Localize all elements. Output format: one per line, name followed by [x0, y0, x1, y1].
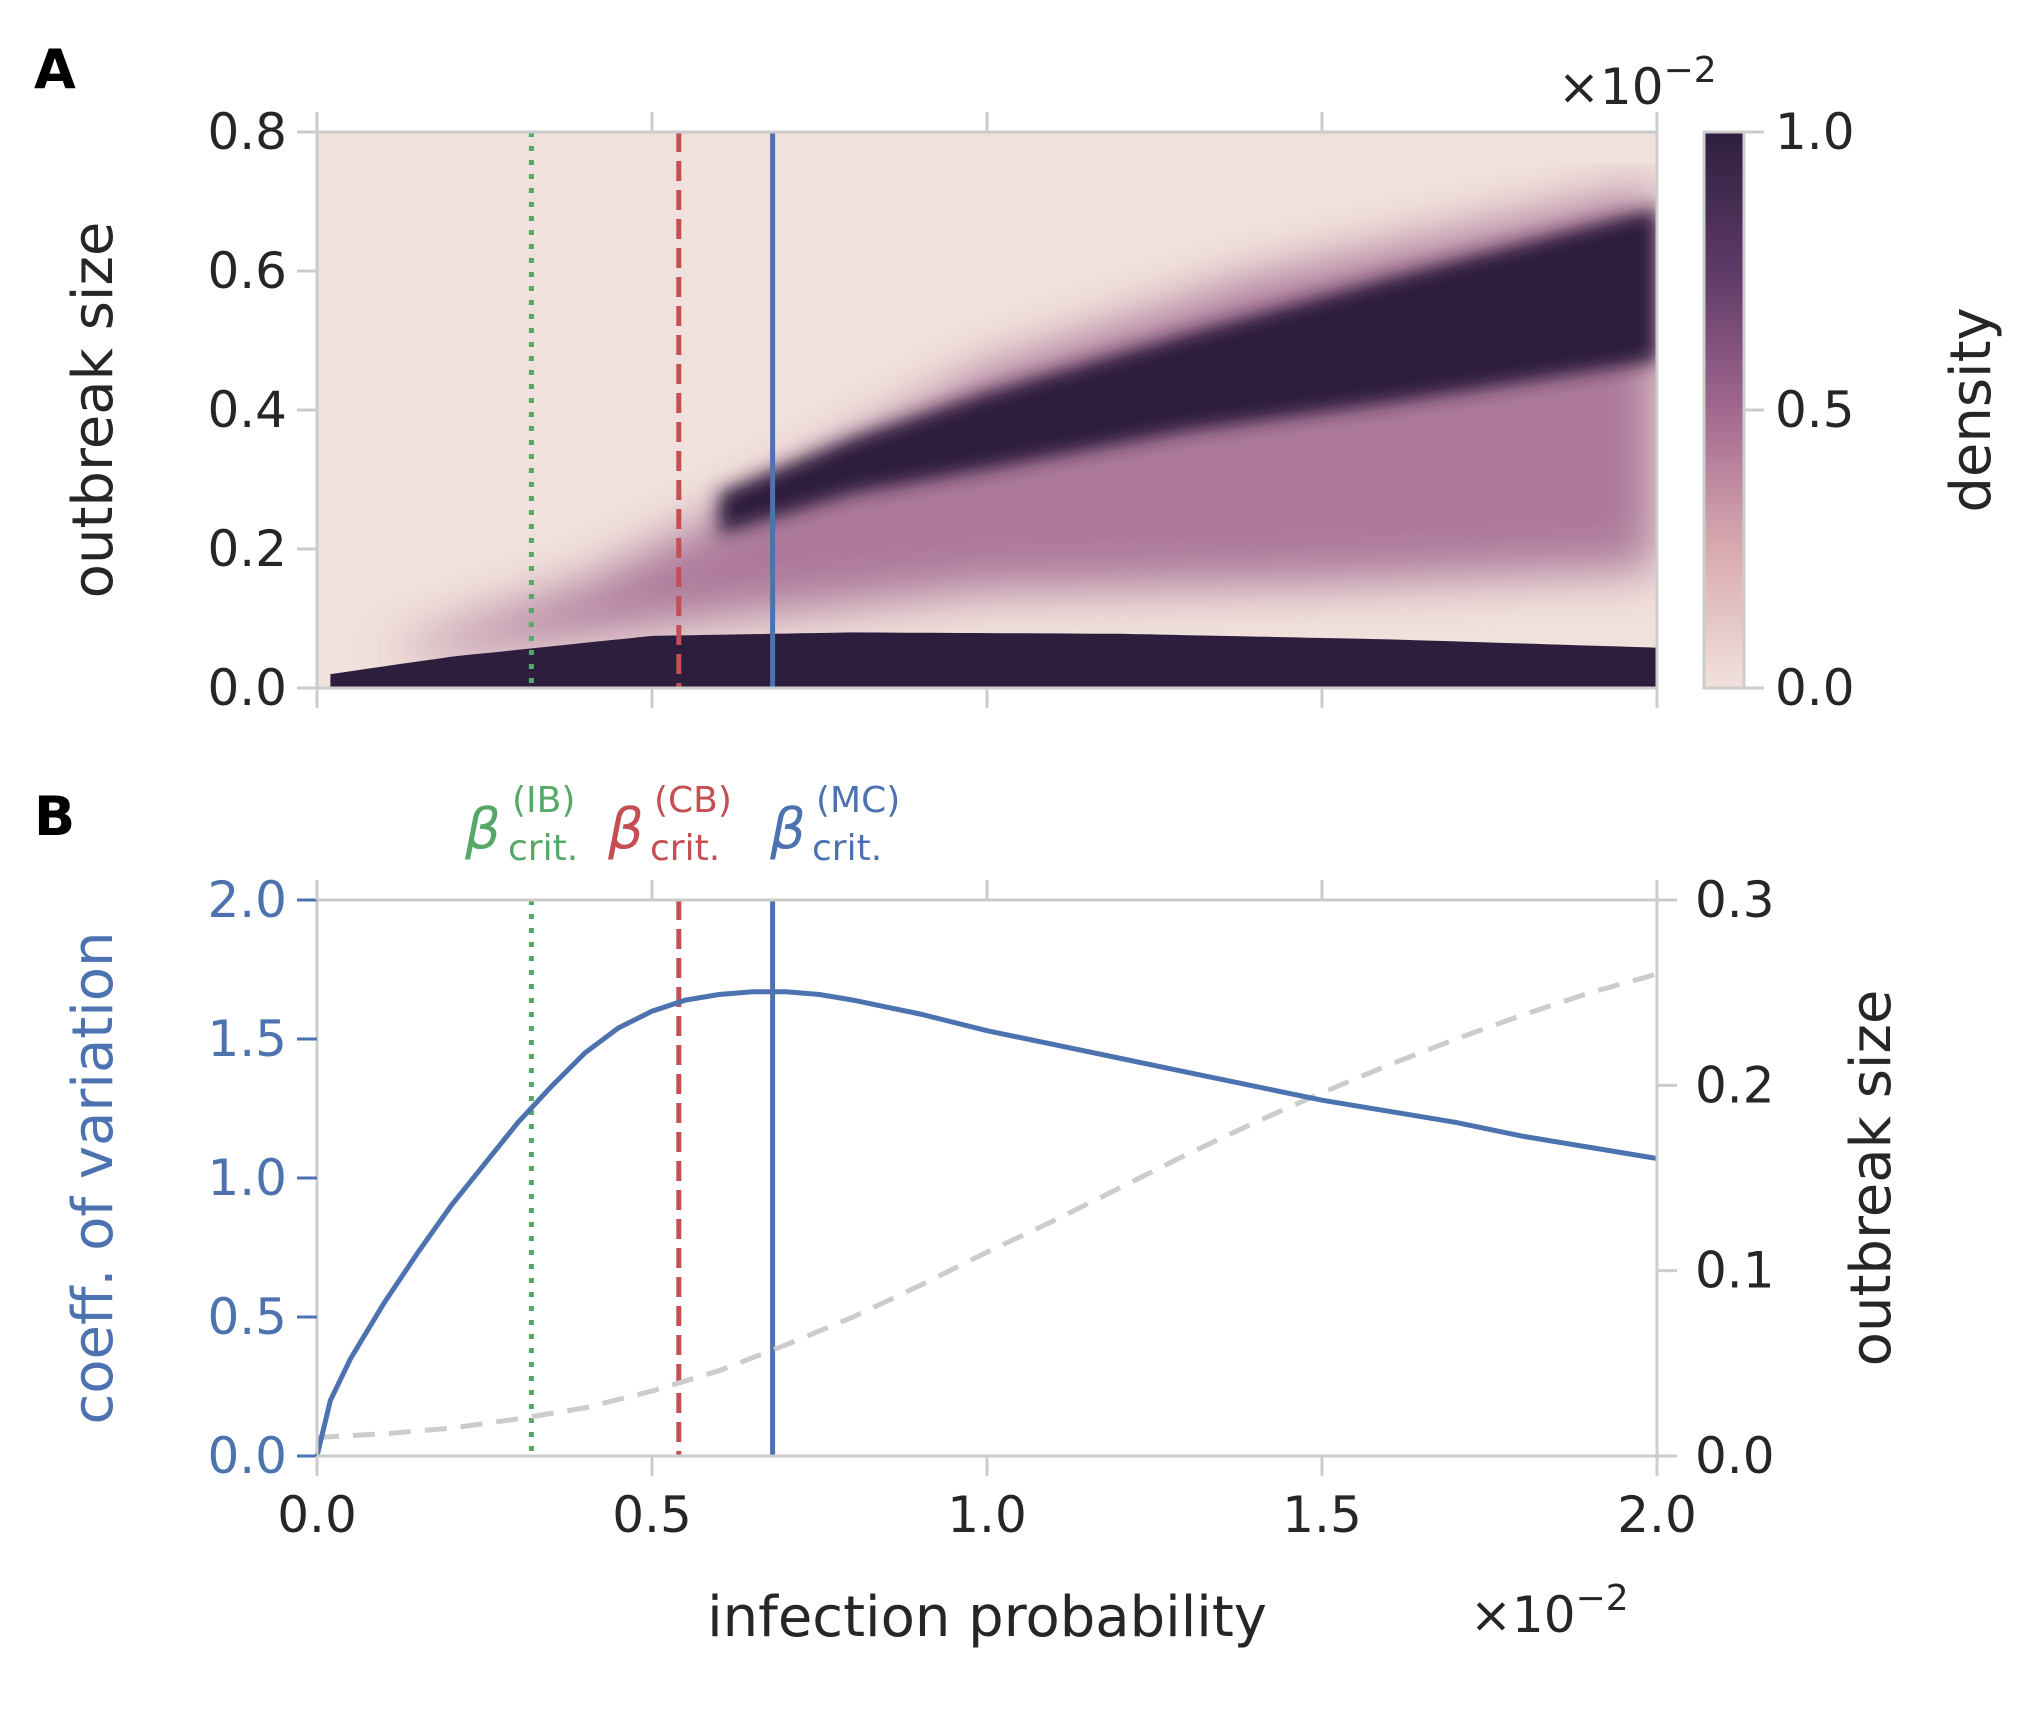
- panel-b-left-y-axis-label: coeff. of variation: [61, 931, 126, 1424]
- panel-b-offset-exponent: −2: [1576, 1578, 1629, 1619]
- colorbar-ticks: 0.0 0.5 1.0: [1744, 103, 1855, 717]
- beta-cb-subscript: crit.: [650, 828, 720, 869]
- panel-b-left-y-ticks: 0.0 0.5 1.0 1.5 2.0: [207, 871, 317, 1485]
- panel-b-x-ticks: 0.0 0.5 1.0 1.5 2.0: [277, 880, 1697, 1544]
- critical-beta-labels: β (IB) crit. β (CB) crit. β (MC) crit.: [464, 780, 900, 869]
- panel-a-y-axis-label: outbreak size: [61, 222, 126, 599]
- panel-b-right-y-ticks: 0.0 0.1 0.2 0.3: [1657, 871, 1775, 1485]
- x-tick-label: 2.0: [1617, 1486, 1697, 1544]
- panel-b-label: B: [34, 785, 75, 848]
- heatmap-lower-band: [330, 632, 1657, 688]
- beta-mc-superscript: (MC): [816, 780, 900, 821]
- left-y-tick-label: 1.5: [207, 1010, 287, 1068]
- y-tick-label: 0.4: [207, 381, 287, 439]
- beta-mc-symbol: β: [769, 797, 806, 862]
- x-tick-label: 0.5: [612, 1486, 692, 1544]
- beta-cb-superscript: (CB): [654, 780, 732, 821]
- colorbar-tick-label: 0.0: [1775, 659, 1855, 717]
- beta-ib-superscript: (IB): [512, 780, 575, 821]
- y-tick-label: 0.0: [207, 659, 287, 717]
- panel-a-x-offset-label: ×10−2: [1558, 50, 1717, 116]
- panel-a-critical-lines: [528, 132, 776, 688]
- panel-a-offset-exponent: −2: [1664, 50, 1717, 91]
- beta-cb-label: β: [607, 797, 644, 862]
- heatmap-upper-band: [719, 208, 1657, 536]
- panel-b-critical-lines: [528, 900, 776, 1456]
- right-y-tick-label: 0.0: [1695, 1427, 1775, 1485]
- right-y-tick-label: 0.3: [1695, 871, 1775, 929]
- panel-a-label: A: [34, 38, 76, 101]
- y-tick-label: 0.8: [207, 103, 287, 161]
- x-tick-label: 1.5: [1282, 1486, 1362, 1544]
- colorbar-gradient: [1702, 130, 1746, 690]
- beta-cb-symbol: β: [607, 797, 644, 862]
- colorbar: 0.0 0.5 1.0 density: [1702, 103, 2004, 717]
- panel-a-offset-times: ×10: [1558, 58, 1664, 116]
- right-y-tick-label: 0.2: [1695, 1056, 1775, 1114]
- y-tick-label: 0.6: [207, 242, 287, 300]
- right-y-tick-label: 0.1: [1695, 1242, 1775, 1300]
- beta-ib-subscript: crit.: [508, 828, 578, 869]
- panel-b-offset-times: ×10: [1470, 1586, 1576, 1644]
- left-y-tick-label: 2.0: [207, 871, 287, 929]
- x-tick-label: 0.0: [277, 1486, 357, 1544]
- panel-b-x-offset-label: ×10−2: [1470, 1578, 1629, 1644]
- outbreak-size-line: [316, 971, 1658, 1440]
- panel-b-right-y-axis-label: outbreak size: [1839, 990, 1904, 1367]
- left-y-tick-label: 0.0: [207, 1427, 287, 1485]
- colorbar-tick-label: 1.0: [1775, 103, 1855, 161]
- panel-b-x-axis-label: infection probability: [707, 1585, 1267, 1650]
- left-y-tick-label: 0.5: [207, 1288, 287, 1346]
- beta-ib-symbol: β: [464, 797, 501, 862]
- panel-a-x-ticks: [315, 112, 1659, 708]
- beta-mc-subscript: crit.: [812, 828, 882, 869]
- left-y-tick-label: 1.0: [207, 1149, 287, 1207]
- x-tick-label: 1.0: [947, 1486, 1027, 1544]
- colorbar-label: density: [1939, 307, 2004, 512]
- beta-ib-label: β: [464, 797, 501, 862]
- coeff-variation-line: [314, 989, 1658, 1457]
- panel-a-heatmap: 0.0 0.2 0.4 0.6 0.8 outbreak size ×10−2: [61, 50, 1717, 717]
- colorbar-tick-label: 0.5: [1775, 381, 1855, 439]
- beta-mc-label: β: [769, 797, 806, 862]
- y-tick-label: 0.2: [207, 520, 287, 578]
- panel-a-y-ticks: 0.0 0.2 0.4 0.6 0.8: [207, 103, 317, 717]
- panel-b-line-chart: 0.0 0.5 1.0 1.5 2.0 0.0 0.1 0.2 0.3 0.0 0.5 1.0 1.…: [61, 871, 1904, 1650]
